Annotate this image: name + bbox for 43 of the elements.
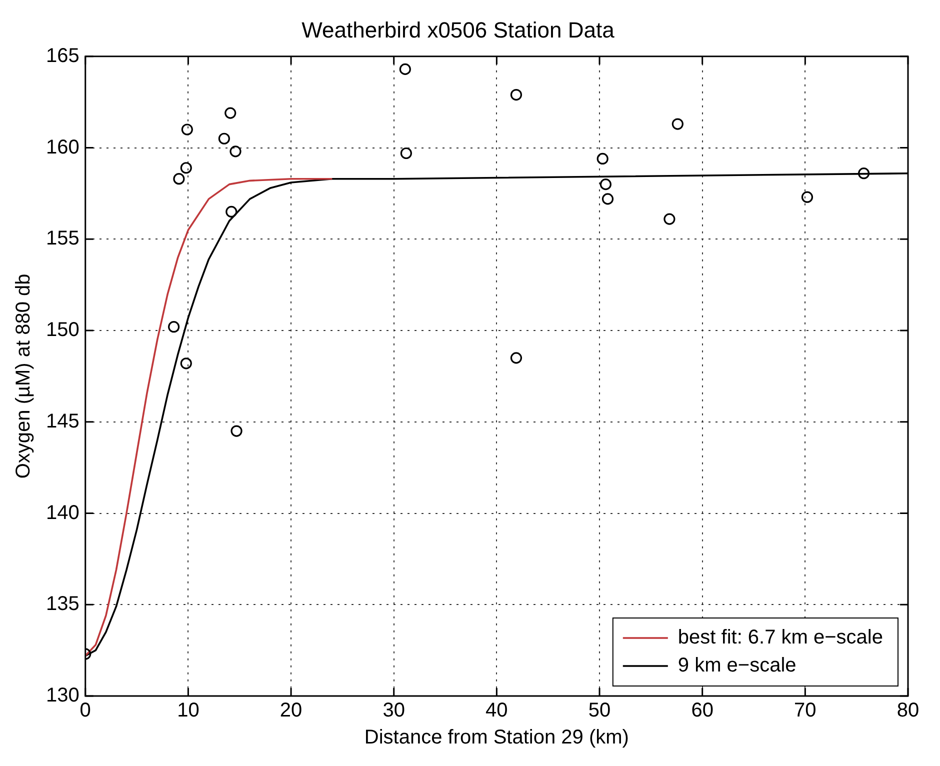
x-tick-label: 80 [896, 700, 920, 722]
y-tick-label: 165 [46, 44, 80, 67]
point [858, 168, 870, 180]
y-tick-label: 130 [46, 684, 80, 707]
point [664, 213, 676, 225]
point [399, 63, 411, 75]
point [600, 178, 612, 190]
point [226, 206, 238, 218]
chart-title: Weatherbird x0506 Station Data [302, 17, 616, 42]
x-tick-label: 30 [382, 700, 405, 722]
x-axis-title: Distance from Station 29 (km) [364, 726, 629, 749]
point [180, 358, 192, 370]
point [602, 193, 614, 205]
x-tick-label: 40 [486, 700, 508, 722]
point [230, 146, 242, 158]
y-tick-label: 145 [46, 410, 80, 432]
y-tick-label: 140 [46, 502, 80, 524]
point [181, 124, 193, 136]
point [168, 321, 180, 333]
legend-label: best fit: 6.7 km e−scale [678, 626, 884, 649]
y-axis-title: Oxygen (µM) at 880 db [12, 274, 35, 479]
point [218, 132, 230, 144]
legend-label: 9 km e−scale [678, 654, 796, 677]
x-tick-label: 10 [177, 700, 200, 722]
y-tick-label: 135 [46, 593, 80, 616]
point [510, 352, 522, 364]
x-tick-label: 60 [691, 700, 714, 722]
point [510, 88, 522, 101]
point [224, 107, 236, 119]
x-tick-label: 0 [80, 700, 91, 722]
point [180, 162, 192, 174]
y-tick-label: 160 [46, 136, 80, 158]
point [801, 191, 814, 203]
x-tick-label: 20 [280, 700, 302, 722]
point [400, 147, 412, 160]
point [230, 425, 242, 437]
x-tick-label: 70 [794, 700, 816, 722]
point [596, 152, 608, 165]
y-tick-label: 150 [46, 319, 80, 342]
point [173, 173, 185, 185]
point [672, 118, 684, 130]
x-tick-label: 50 [588, 700, 611, 722]
y-tick-label: 155 [46, 228, 80, 250]
